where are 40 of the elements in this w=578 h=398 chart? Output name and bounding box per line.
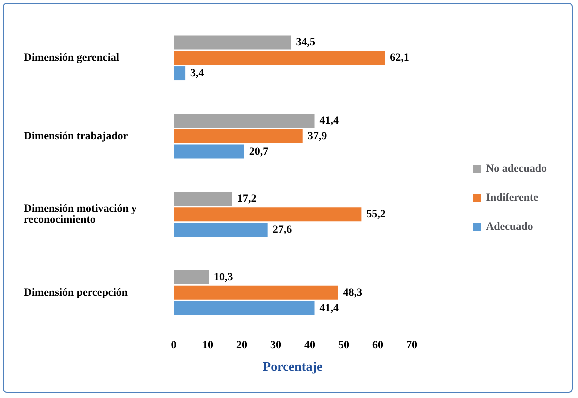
data-label: 20,7	[249, 146, 270, 158]
data-label: 48,3	[343, 286, 363, 299]
bar	[174, 51, 386, 66]
bar	[174, 144, 244, 159]
x-axis-title: Porcentaje	[263, 359, 324, 374]
data-label: 10,3	[214, 271, 234, 284]
data-label: 37,9	[308, 130, 328, 142]
bar	[174, 114, 315, 128]
data-label: 3,4	[190, 68, 205, 80]
bar	[174, 192, 232, 206]
legend-label: No adecuado	[486, 163, 548, 175]
data-label: 41,4	[320, 114, 340, 127]
bar	[174, 66, 186, 81]
x-tick-label: 60	[372, 340, 384, 352]
x-tick-label: 70	[406, 340, 418, 352]
x-tick-label: 50	[338, 340, 350, 352]
y-tick-label: Dimensión motivación y reconocimiento	[24, 203, 140, 226]
bar	[174, 301, 315, 316]
data-label: 34,5	[296, 36, 316, 49]
legend-label: Adecuado	[486, 221, 534, 233]
legend-label: Indiferente	[486, 192, 539, 204]
x-tick-label: 20	[236, 340, 248, 352]
bar	[174, 129, 303, 144]
x-tick-label: 30	[270, 340, 282, 352]
bar	[174, 286, 338, 300]
y-tick-label: Dimensión gerencial	[24, 52, 120, 64]
data-label: 41,4	[320, 302, 340, 314]
x-tick-label: 40	[304, 340, 316, 352]
bar	[174, 208, 362, 222]
data-label: 55,2	[366, 208, 386, 221]
x-tick-label: 0	[171, 340, 178, 352]
bar	[174, 270, 210, 284]
bar	[174, 223, 268, 238]
y-tick-label: Dimensión percepción	[24, 286, 128, 299]
x-tick-label: 10	[202, 340, 214, 352]
data-label: 17,2	[237, 193, 258, 206]
data-label: 62,1	[390, 52, 410, 64]
bar	[174, 36, 292, 50]
y-tick-label: Dimensión trabajador	[24, 130, 128, 142]
data-label: 27,6	[272, 224, 293, 236]
